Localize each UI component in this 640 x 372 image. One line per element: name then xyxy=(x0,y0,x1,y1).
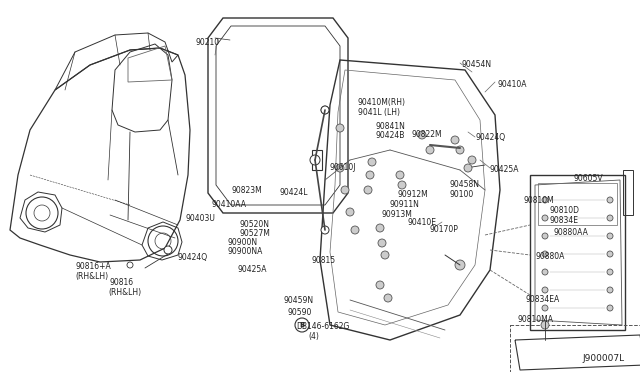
Text: 9041L (LH): 9041L (LH) xyxy=(358,108,400,117)
Circle shape xyxy=(376,224,384,232)
Text: 90911N: 90911N xyxy=(390,200,420,209)
Text: 90424Q: 90424Q xyxy=(178,253,208,262)
Circle shape xyxy=(541,321,549,329)
Text: (RH&LH): (RH&LH) xyxy=(108,288,141,297)
Text: B: B xyxy=(300,322,305,328)
Text: 90424L: 90424L xyxy=(280,188,308,197)
Circle shape xyxy=(607,269,613,275)
Text: 90454N: 90454N xyxy=(462,60,492,69)
Circle shape xyxy=(607,287,613,293)
Text: 90605V: 90605V xyxy=(573,174,603,183)
Text: 90520N: 90520N xyxy=(240,220,270,229)
Circle shape xyxy=(336,124,344,132)
Circle shape xyxy=(542,233,548,239)
Circle shape xyxy=(542,251,548,257)
Circle shape xyxy=(456,146,464,154)
Text: 90410M(RH): 90410M(RH) xyxy=(358,98,406,107)
Text: 90424Q: 90424Q xyxy=(476,133,506,142)
Text: 90880A: 90880A xyxy=(536,252,565,261)
Circle shape xyxy=(542,305,548,311)
Circle shape xyxy=(366,171,374,179)
Circle shape xyxy=(398,181,406,189)
Text: 90100: 90100 xyxy=(450,190,474,199)
Text: 90403U: 90403U xyxy=(186,214,216,223)
Circle shape xyxy=(542,215,548,221)
Text: 90823M: 90823M xyxy=(232,186,263,195)
Text: 90816: 90816 xyxy=(110,278,134,287)
Text: 90810M: 90810M xyxy=(524,196,555,205)
Text: 90810MA: 90810MA xyxy=(518,315,554,324)
Circle shape xyxy=(455,260,465,270)
Text: 90410E: 90410E xyxy=(408,218,437,227)
Text: 90425A: 90425A xyxy=(238,265,268,274)
Circle shape xyxy=(607,197,613,203)
Text: DB146-6162G: DB146-6162G xyxy=(296,322,349,331)
Text: (RH&LH): (RH&LH) xyxy=(75,272,108,281)
Circle shape xyxy=(426,146,434,154)
Text: 90900N: 90900N xyxy=(228,238,258,247)
Text: 90822M: 90822M xyxy=(412,130,443,139)
Circle shape xyxy=(396,171,404,179)
Circle shape xyxy=(295,318,309,332)
Circle shape xyxy=(607,251,613,257)
Text: 90425A: 90425A xyxy=(490,165,520,174)
Circle shape xyxy=(321,226,329,234)
Circle shape xyxy=(351,226,359,234)
Text: 90210: 90210 xyxy=(196,38,220,47)
Text: 90458N: 90458N xyxy=(450,180,480,189)
Text: (4): (4) xyxy=(308,332,319,341)
Circle shape xyxy=(336,164,344,172)
Circle shape xyxy=(364,186,372,194)
Text: 90590: 90590 xyxy=(288,308,312,317)
Text: 90815: 90815 xyxy=(312,256,336,265)
FancyBboxPatch shape xyxy=(530,175,625,330)
Text: 90900NA: 90900NA xyxy=(228,247,264,256)
Text: 90834E: 90834E xyxy=(549,216,578,225)
Circle shape xyxy=(321,106,329,114)
Text: 90834EA: 90834EA xyxy=(526,295,560,304)
Text: 90913M: 90913M xyxy=(382,210,413,219)
Circle shape xyxy=(464,164,472,172)
Text: 90816+A: 90816+A xyxy=(75,262,111,271)
Text: J900007L: J900007L xyxy=(582,354,624,363)
Text: 90170P: 90170P xyxy=(430,225,459,234)
Text: 90459N: 90459N xyxy=(284,296,314,305)
Text: 90880AA: 90880AA xyxy=(554,228,589,237)
Circle shape xyxy=(341,186,349,194)
Circle shape xyxy=(376,281,384,289)
Text: 90527M: 90527M xyxy=(240,229,271,238)
Circle shape xyxy=(607,305,613,311)
Circle shape xyxy=(164,246,172,254)
Text: 90912M: 90912M xyxy=(398,190,429,199)
Text: 90841N: 90841N xyxy=(376,122,406,131)
Circle shape xyxy=(381,251,389,259)
Circle shape xyxy=(310,155,320,165)
Circle shape xyxy=(542,269,548,275)
Text: 90610J: 90610J xyxy=(330,163,356,172)
Circle shape xyxy=(607,233,613,239)
Circle shape xyxy=(378,239,386,247)
Text: 90424B: 90424B xyxy=(376,131,405,140)
Text: 90810D: 90810D xyxy=(549,206,579,215)
Circle shape xyxy=(468,156,476,164)
Circle shape xyxy=(542,287,548,293)
Circle shape xyxy=(384,294,392,302)
Text: 90410AA: 90410AA xyxy=(212,200,247,209)
Circle shape xyxy=(607,215,613,221)
Circle shape xyxy=(321,106,329,114)
Text: 90410A: 90410A xyxy=(497,80,527,89)
Circle shape xyxy=(451,136,459,144)
Circle shape xyxy=(418,131,426,139)
Circle shape xyxy=(346,208,354,216)
Circle shape xyxy=(368,158,376,166)
Circle shape xyxy=(542,197,548,203)
